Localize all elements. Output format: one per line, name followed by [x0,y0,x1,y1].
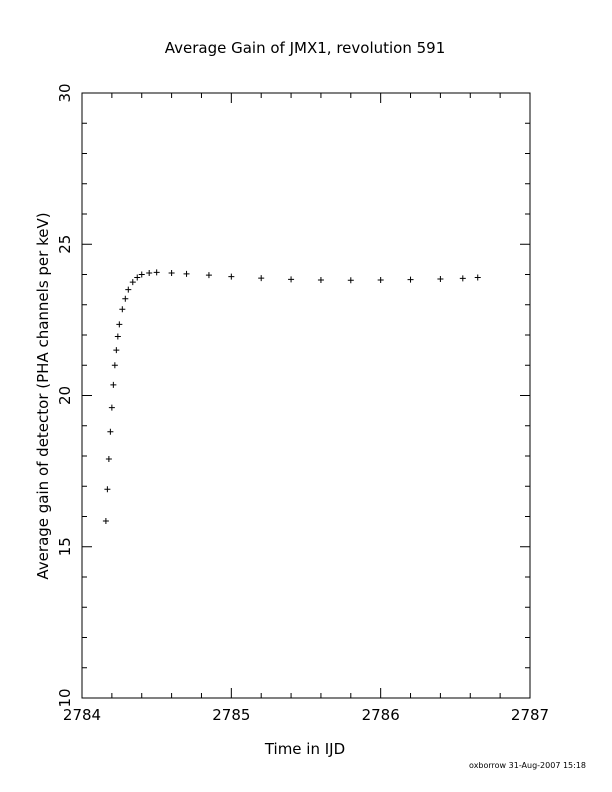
data-point [116,321,123,328]
data-point [125,286,132,293]
data-point [110,381,117,388]
x-tick-label: 2787 [511,706,549,724]
data-point [347,277,354,284]
y-tick-label: 25 [56,235,74,254]
data-point [138,271,145,278]
x-tick-labels: 2784 2785 2786 2787 [63,706,549,724]
y-tick-label: 15 [56,537,74,556]
data-point [134,274,141,281]
x-tick-label: 2784 [63,706,101,724]
data-point [258,275,265,282]
data-point [105,456,112,463]
tick-marks [81,92,531,699]
data-point [228,273,235,280]
data-point [102,518,109,525]
data-point [107,428,114,435]
y-tick-label: 20 [56,386,74,405]
chart-title: Average Gain of JMX1, revolution 591 [165,39,446,57]
data-point [377,276,384,283]
y-tick-labels: 10 15 20 25 30 [56,83,74,707]
data-point [119,306,126,313]
data-point [146,269,153,276]
y-tick-label: 30 [56,83,74,102]
data-point [129,279,136,286]
x-axis-label: Time in IJD [264,740,345,758]
footer-stamp: oxborrow 31-Aug-2007 15:18 [469,761,586,770]
data-point [168,269,175,276]
data-point [474,274,481,281]
data-point [114,333,121,340]
data-point [459,275,466,282]
x-tick-label: 2786 [362,706,400,724]
data-point [122,295,129,302]
data-point [104,486,111,493]
data-point [288,276,295,283]
data-point [153,269,160,276]
data-point [407,276,414,283]
data-point [111,362,118,369]
data-point [108,404,115,411]
data-point [317,276,324,283]
plot-frame [81,92,531,699]
data-points [102,269,481,525]
data-point [437,276,444,283]
data-point [205,272,212,279]
data-point [183,270,190,277]
x-tick-label: 2785 [212,706,250,724]
y-axis-label: Average gain of detector (PHA channels p… [34,212,52,579]
y-tick-label: 10 [56,688,74,707]
data-point [113,347,120,354]
